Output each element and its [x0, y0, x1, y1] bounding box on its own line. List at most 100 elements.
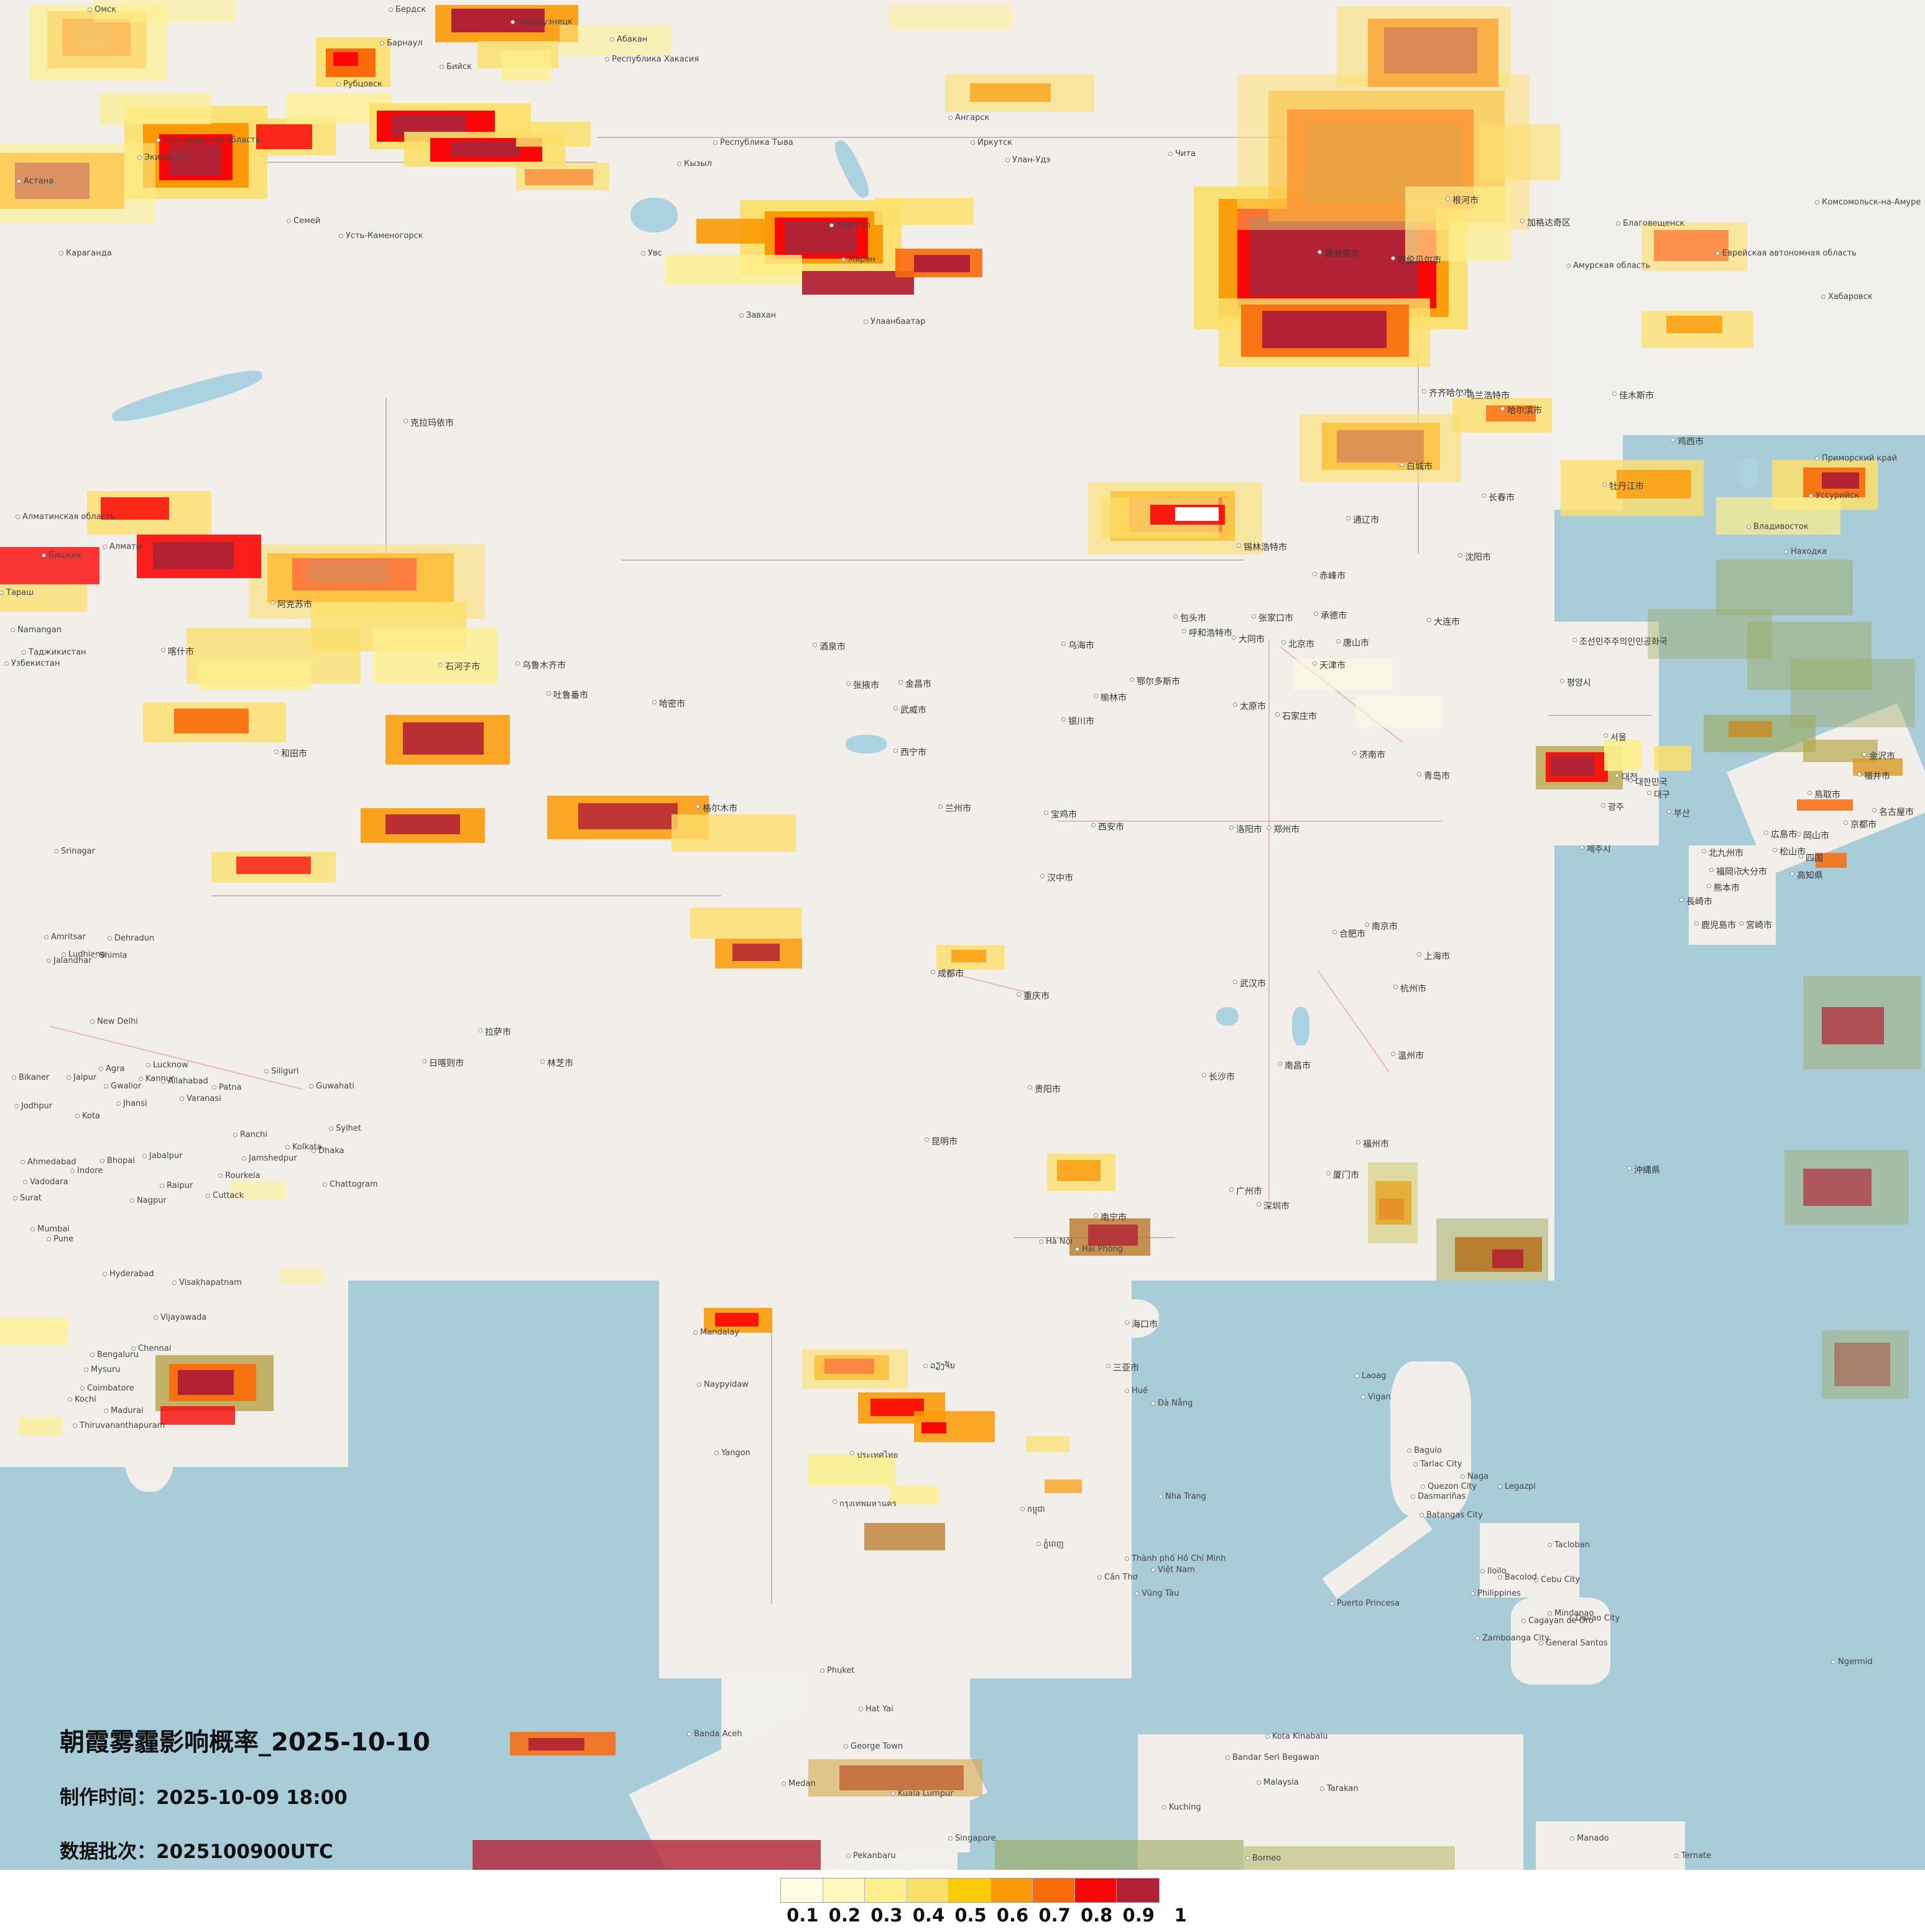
city-marker-icon [0, 591, 4, 595]
city-marker-icon [73, 1424, 77, 1428]
colorbar-swatch-0.4 [907, 1879, 949, 1902]
heat-cell [921, 1422, 946, 1433]
map-label: Мөрөн [848, 255, 875, 264]
lake-khanka [1740, 458, 1758, 487]
city-marker-icon [104, 1409, 108, 1413]
map-label: 通辽市 [1353, 515, 1379, 525]
map-label: Приморский край [1822, 454, 1898, 463]
city-marker-icon [931, 970, 935, 974]
map-label: Borneo [1252, 1854, 1281, 1863]
city-marker-icon [1097, 1575, 1102, 1580]
map-label: Mysuru [91, 1365, 121, 1374]
heat-cell [665, 255, 802, 285]
heat-cell [0, 584, 87, 612]
heat-cell [672, 814, 796, 852]
map-label: Владивосток [1753, 522, 1809, 531]
city-marker-icon [1202, 1073, 1206, 1077]
heat-cell [1026, 1436, 1069, 1452]
map-label: 三亚市 [1113, 1363, 1139, 1373]
heat-cell [1822, 1330, 1909, 1399]
map-label: ວຽງຈັນ [930, 1361, 955, 1371]
map-label: 대한민국 [1635, 778, 1668, 788]
heat-cell [914, 255, 970, 272]
heat-cell [1617, 470, 1691, 499]
map-label: Dasmariñas [1418, 1492, 1466, 1501]
city-marker-icon [54, 849, 58, 853]
map-label: 北九州市 [1709, 849, 1743, 858]
city-marker-icon [438, 663, 443, 667]
colorbar-tick-0.3: 0.3 [870, 1905, 903, 1926]
border-korea-dmz [1548, 715, 1651, 716]
city-marker-icon [696, 804, 700, 809]
city-marker-icon [131, 1346, 136, 1351]
colorbar-swatch-0.3 [865, 1879, 907, 1902]
map-label: Караганда [66, 249, 112, 258]
city-marker-icon [1857, 772, 1862, 776]
city-marker-icon [44, 935, 48, 939]
city-marker-icon [1320, 1787, 1324, 1791]
city-marker-icon [850, 1451, 854, 1455]
city-marker-icon [938, 804, 943, 809]
city-marker-icon [440, 65, 444, 69]
map-label: Pekanbaru [853, 1851, 896, 1861]
map-label: 대구 [1654, 790, 1670, 800]
map-label: 吐鲁番市 [553, 691, 588, 701]
map-label: 南昌市 [1285, 1061, 1311, 1071]
map-canvas[interactable]: Омск Новокузнецк Бердск Барнаул Бийск Рубцовс… [0, 0, 1925, 1870]
city-marker-icon [1572, 638, 1577, 642]
city-marker-icon [11, 628, 15, 632]
heat-cell [1641, 223, 1747, 271]
map-label: 汉中市 [1047, 873, 1073, 883]
map-label: 서울 [1610, 733, 1627, 743]
map-label: Rourkela [225, 1171, 261, 1180]
map-label: 满洲里市 [1324, 249, 1359, 259]
city-marker-icon [1671, 438, 1675, 442]
city-marker-icon [212, 1085, 216, 1090]
heat-cell [516, 122, 591, 147]
heat-cell [1293, 659, 1393, 690]
city-marker-icon [1569, 1616, 1573, 1621]
map-label: 長崎市 [1686, 897, 1712, 907]
map-label: កម្ពុជា [1027, 1505, 1045, 1514]
map-label: Иркутск [977, 138, 1013, 147]
border-mongolia-south [622, 559, 1244, 561]
city-marker-icon [1872, 808, 1877, 812]
city-marker-icon [22, 650, 26, 655]
city-marker-icon [1061, 717, 1066, 722]
city-marker-icon [1734, 868, 1738, 872]
colorbar-tick-0.5: 0.5 [954, 1905, 987, 1926]
city-marker-icon [1694, 921, 1699, 926]
map-label: Улан-Удэ [1012, 155, 1051, 165]
city-marker-icon [1017, 992, 1021, 996]
heat-cell [385, 814, 460, 834]
map-label: George Town [851, 1742, 903, 1751]
city-marker-icon [1647, 791, 1651, 795]
city-marker-icon [1245, 1856, 1250, 1861]
map-label: Усть-Каменогорск [346, 231, 423, 241]
city-marker-icon [1566, 264, 1571, 268]
road-beijing-guangzhou [1268, 640, 1270, 1200]
city-marker-icon [1265, 1734, 1270, 1739]
map-label: Dhaka [318, 1146, 344, 1156]
city-marker-icon [1560, 679, 1564, 683]
map-label: Shimla [99, 951, 127, 960]
map-label: Ahmedabad [27, 1157, 76, 1167]
city-marker-icon [1162, 1805, 1166, 1810]
city-marker-icon [21, 1160, 25, 1164]
city-marker-icon [1257, 1202, 1261, 1207]
landmass-korea [1541, 622, 1659, 845]
map-label: Tarakan [1327, 1784, 1359, 1793]
city-marker-icon [1252, 614, 1256, 619]
map-label: Sylhet [336, 1124, 361, 1133]
heat-cell [19, 1417, 62, 1436]
city-marker-icon [1391, 1052, 1395, 1056]
colorbar-swatches[interactable] [780, 1878, 1160, 1903]
map-label: Dehradun [114, 934, 155, 943]
map-label: 金沢市 [1869, 752, 1895, 761]
city-marker-icon [100, 1159, 104, 1163]
map-label: 乌海市 [1068, 641, 1094, 651]
map-label: 名古屋市 [1879, 807, 1914, 817]
city-marker-icon [693, 1330, 698, 1335]
heat-cell [93, 0, 236, 22]
